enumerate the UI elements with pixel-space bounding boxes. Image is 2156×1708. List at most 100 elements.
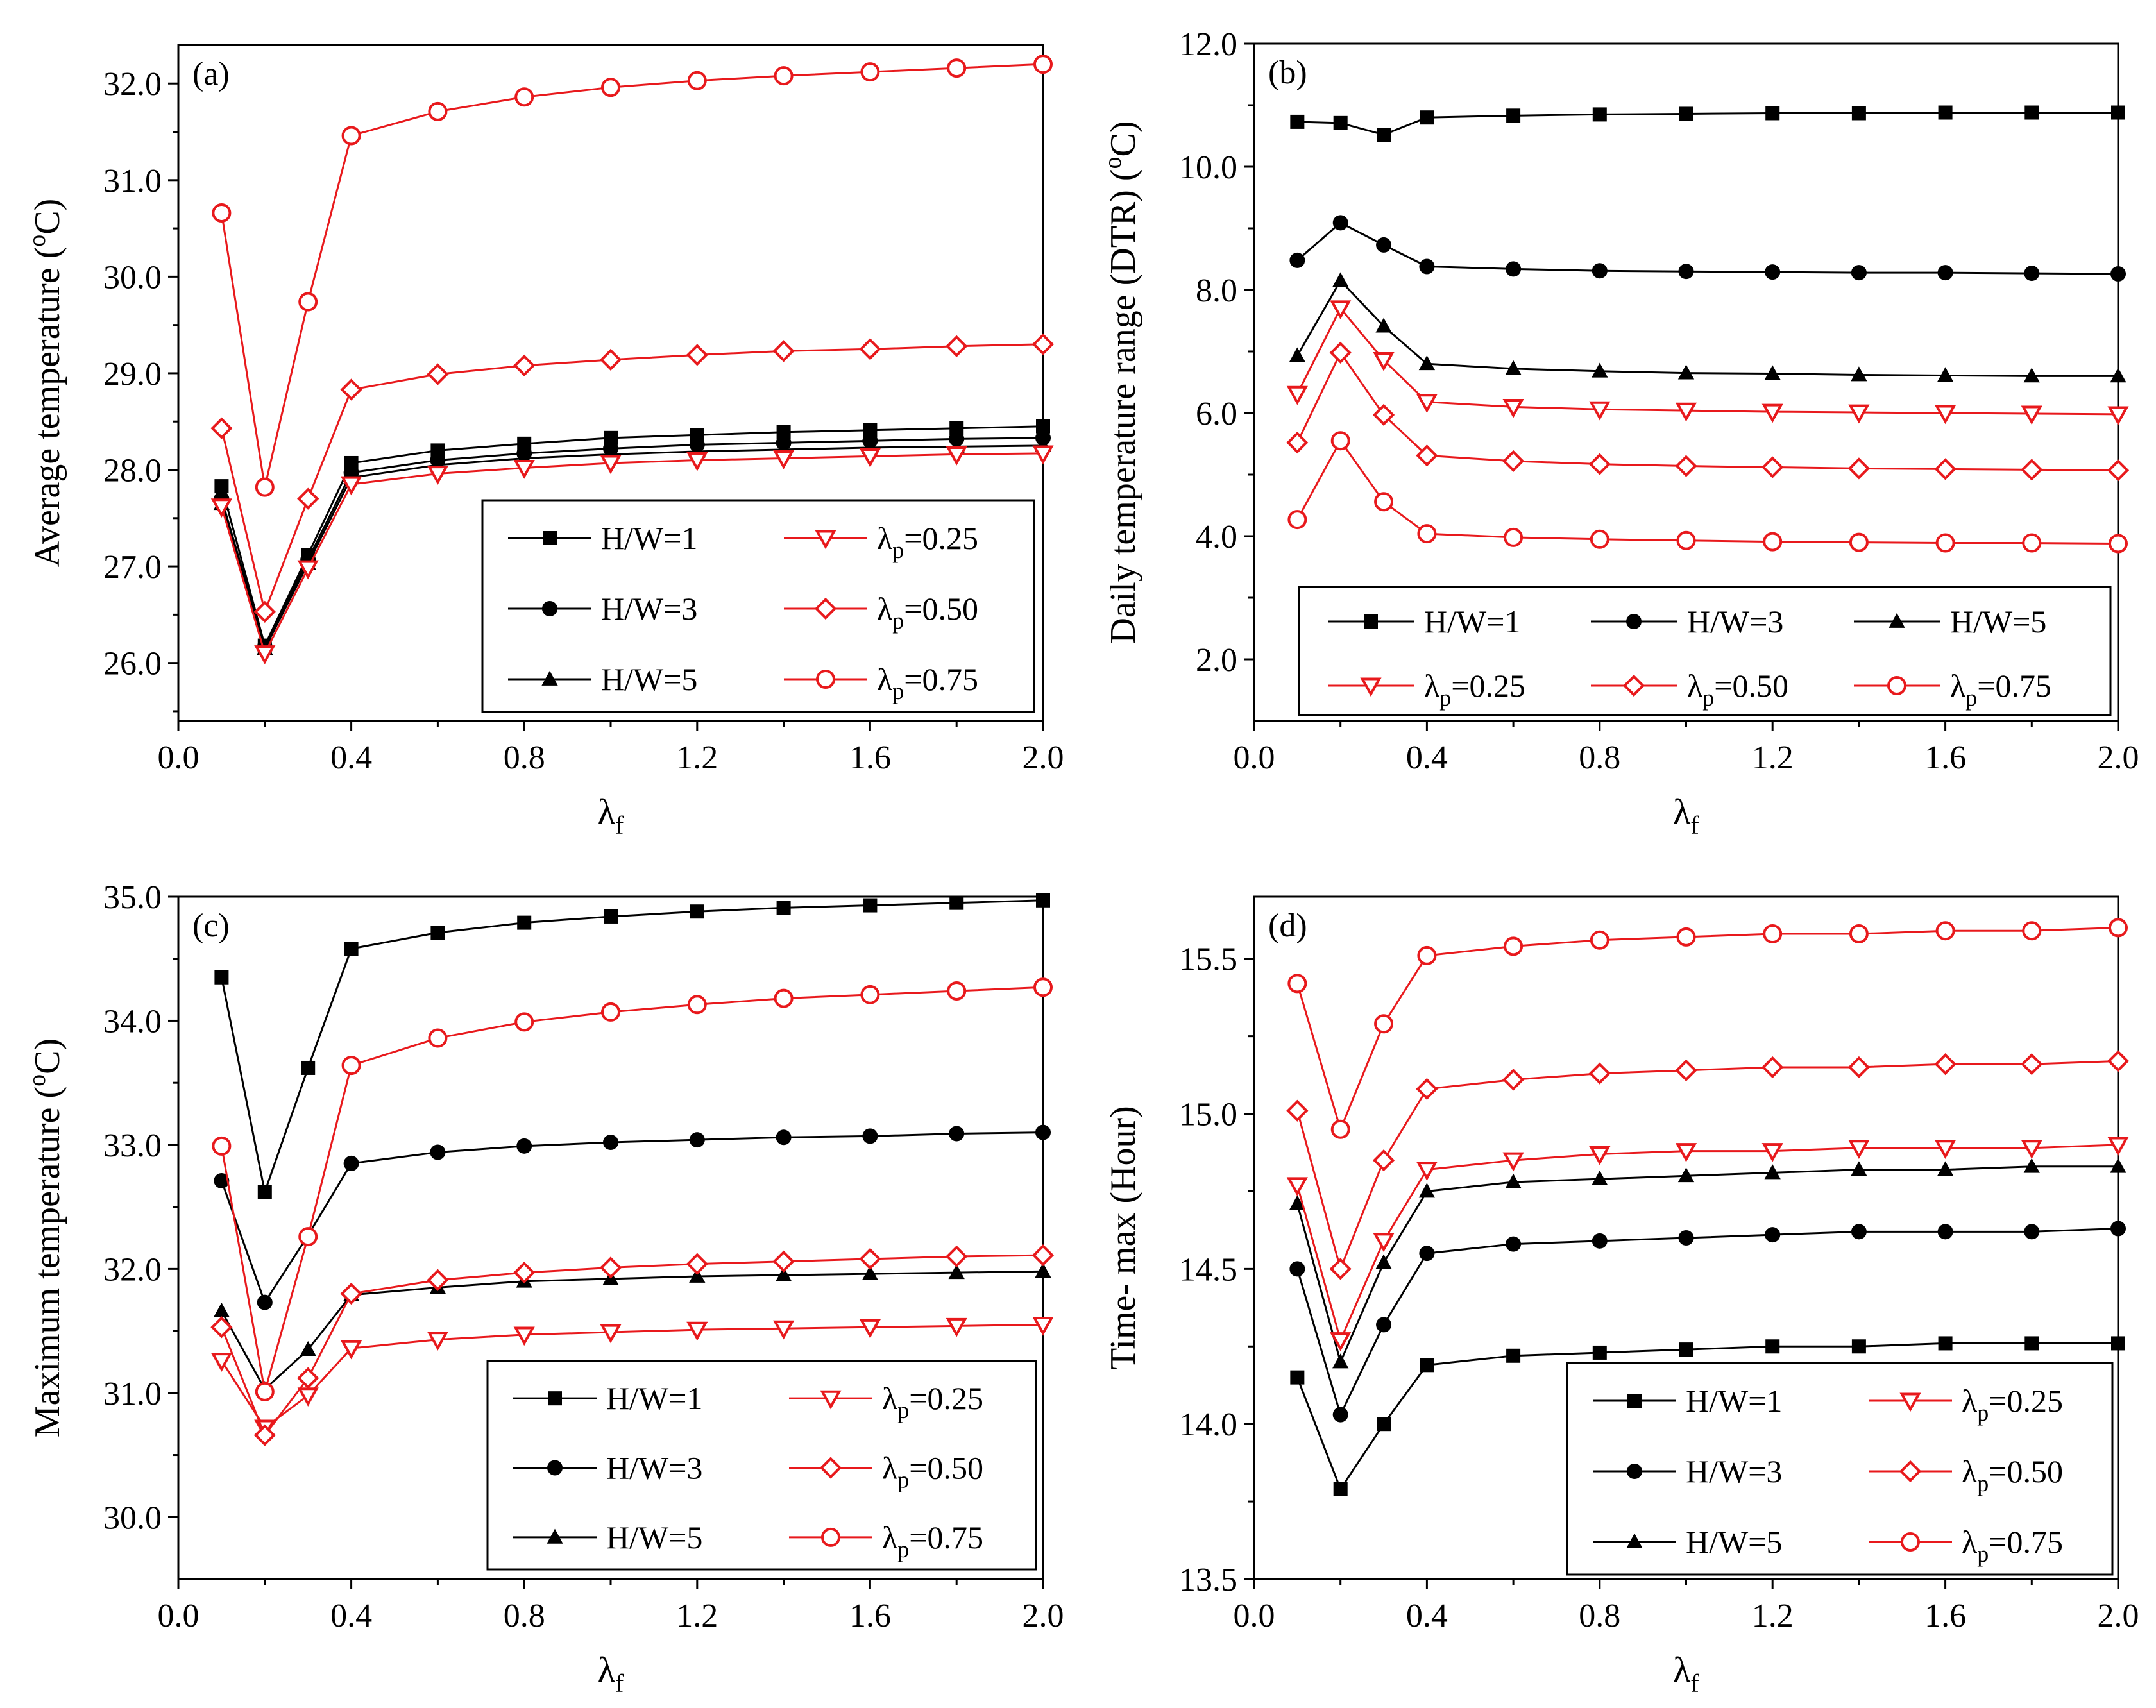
data-point <box>947 58 967 78</box>
legend-item: λp=0.50 <box>789 1450 983 1493</box>
data-point <box>1031 1244 1055 1267</box>
legend-item: H/W=1 <box>1328 604 1520 639</box>
legend-label: H/W=3 <box>606 1450 702 1486</box>
data-point <box>1506 1348 1521 1363</box>
series-line <box>1296 1060 2119 1273</box>
data-point <box>343 1155 359 1171</box>
y-tick-label: 8.0 <box>1196 273 1237 309</box>
legend-marker <box>821 1527 840 1547</box>
data-point <box>430 926 445 940</box>
data-point <box>214 970 229 985</box>
legend-label: H/W=5 <box>1686 1524 1782 1560</box>
data-point <box>687 995 707 1015</box>
legend-label: λp=0.50 <box>882 1450 983 1493</box>
data-point <box>1502 1069 1525 1091</box>
data-point <box>1372 403 1395 427</box>
data-point <box>1329 1258 1352 1280</box>
data-point <box>253 600 276 623</box>
data-point <box>774 988 794 1008</box>
legend-label: λp=0.25 <box>1962 1383 2063 1426</box>
y-tick-label: 32.0 <box>103 66 162 103</box>
data-point <box>948 1264 965 1280</box>
data-point <box>1590 529 1609 549</box>
data-point <box>1420 110 1434 125</box>
data-point <box>1847 1056 1871 1079</box>
series-line <box>220 343 1044 615</box>
legend-marker <box>1627 1464 1642 1479</box>
data-point <box>257 1185 272 1199</box>
legend-item: λp=0.25 <box>789 1380 983 1423</box>
x-tick-label: 1.2 <box>1752 740 1794 776</box>
data-point <box>775 1266 792 1281</box>
x-tick-label: 1.2 <box>676 1598 718 1634</box>
legend: H/W=1 H/W=3 H/W=5 λp=0.25 λp=0.50 λp=0.75 <box>486 1360 1037 1571</box>
legend-label: H/W=5 <box>1950 604 2046 639</box>
data-point <box>947 981 967 1001</box>
legend-marker <box>814 597 837 620</box>
x-tick-label: 0.8 <box>1579 1598 1620 1634</box>
series-λp=0.25 <box>1286 300 2129 426</box>
series-H/W=1 <box>1290 105 2125 142</box>
legend-marker <box>548 1391 562 1406</box>
y-axis-title: Daily temperature range (DTR) (oC) <box>1099 121 1143 643</box>
data-point <box>2107 1050 2130 1072</box>
data-point <box>1032 445 1054 465</box>
x-tick-label: 0.8 <box>504 1598 545 1634</box>
data-point <box>1765 106 1780 121</box>
y-tick-label: 30.0 <box>103 1500 162 1536</box>
legend-marker <box>815 530 836 550</box>
data-point <box>1675 1059 1697 1081</box>
data-point <box>1375 317 1392 333</box>
data-point <box>1764 1164 1781 1180</box>
data-point <box>1035 1124 1051 1140</box>
data-point <box>2111 105 2125 120</box>
data-point <box>254 645 276 664</box>
x-axis-title: λf <box>1673 792 1699 840</box>
data-point <box>1592 1170 1608 1186</box>
data-point <box>210 1353 233 1372</box>
data-point <box>517 915 532 930</box>
legend-marker <box>541 670 558 686</box>
legend-item: λp=0.75 <box>1869 1524 2063 1567</box>
x-tick-label: 1.6 <box>1924 740 1966 776</box>
series-line <box>221 1254 1044 1437</box>
data-point <box>599 1256 622 1279</box>
data-point <box>213 1302 230 1318</box>
data-point <box>214 479 229 494</box>
data-point <box>255 477 275 497</box>
y-tick-label: 15.5 <box>1179 942 1237 978</box>
legend: H/W=1 H/W=3 H/W=5 λp=0.25 λp=0.50 λp=0.75 <box>1298 586 2112 716</box>
series-line <box>1296 307 2119 416</box>
data-point <box>1934 1140 1957 1160</box>
legend-item: H/W=1 <box>513 1380 702 1416</box>
legend-label: H/W=3 <box>1686 1453 1782 1489</box>
data-point <box>427 1269 449 1291</box>
data-point <box>513 1262 536 1284</box>
data-point <box>687 71 707 90</box>
data-point <box>859 1319 881 1339</box>
series-λp=0.50 <box>210 333 1055 623</box>
x-tick-label: 1.6 <box>849 1598 891 1634</box>
data-point <box>2023 368 2040 383</box>
series-H/W=5 <box>1289 1158 2126 1369</box>
series-λp=0.75 <box>1287 431 2128 554</box>
data-point <box>2021 459 2043 481</box>
data-point <box>1765 264 1781 280</box>
data-point <box>1419 258 1435 275</box>
y-tick-label: 29.0 <box>103 356 162 393</box>
data-point <box>427 363 449 385</box>
series-λp=0.25 <box>1286 1137 2129 1351</box>
series-line <box>1296 1144 2119 1344</box>
data-point <box>1286 385 1308 405</box>
legend-item: H/W=5 <box>513 1519 702 1555</box>
data-point <box>1376 237 1392 253</box>
legend-marker <box>1622 674 1645 697</box>
data-point <box>946 446 967 466</box>
data-point <box>1851 1161 1867 1176</box>
data-point <box>1416 444 1438 467</box>
data-point <box>1592 263 1608 279</box>
series-λp=0.75 <box>212 55 1053 497</box>
data-point <box>1377 128 1391 142</box>
data-point <box>1935 921 1955 941</box>
